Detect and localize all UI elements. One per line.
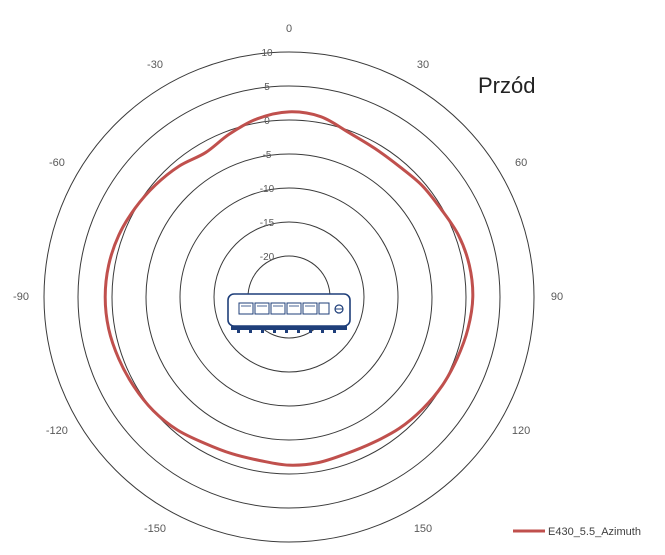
grid-ring--15 <box>213 221 365 373</box>
angle-tick-label: 30 <box>417 59 429 71</box>
access-point-device-icon <box>227 293 351 333</box>
angle-tick-label: -90 <box>13 291 29 303</box>
angle-tick-label: -150 <box>144 523 166 535</box>
front-annotation: Przód <box>478 73 535 98</box>
grid-ring-0 <box>111 119 467 475</box>
radial-tick-label: 0 <box>264 116 270 127</box>
radial-tick-label: -15 <box>260 218 275 229</box>
angle-tick-label: 0 <box>286 23 292 35</box>
radial-grid <box>43 51 535 543</box>
grid-ring--10 <box>179 187 399 407</box>
radial-tick-label: 10 <box>261 48 273 59</box>
radial-tick-labels: 10 5 0 -5 -10 -15 -20 <box>260 48 275 263</box>
angle-tick-labels: 0306090120150180-150-120-90-60-30 <box>13 23 563 535</box>
angle-tick-label: -60 <box>49 157 65 169</box>
angle-tick-label: 120 <box>512 425 530 437</box>
legend: E430_5.5_Azimuth <box>513 526 641 538</box>
series-layer <box>103 110 475 467</box>
radial-tick-label: -20 <box>260 252 275 263</box>
radial-tick-label: -10 <box>260 184 275 195</box>
angle-tick-label: 150 <box>414 523 432 535</box>
angle-tick-label: 90 <box>551 291 563 303</box>
grid-ring-10 <box>43 51 535 543</box>
radial-tick-label: 5 <box>264 82 270 93</box>
grid-ring--5 <box>145 153 433 441</box>
angle-tick-label: 60 <box>515 157 527 169</box>
radial-tick-label: -5 <box>263 150 272 161</box>
legend-label: E430_5.5_Azimuth <box>548 526 641 538</box>
grid-ring-5 <box>77 85 501 509</box>
series-line-0 <box>103 110 475 467</box>
angle-tick-label: -120 <box>46 425 68 437</box>
angle-tick-label: -30 <box>147 59 163 71</box>
